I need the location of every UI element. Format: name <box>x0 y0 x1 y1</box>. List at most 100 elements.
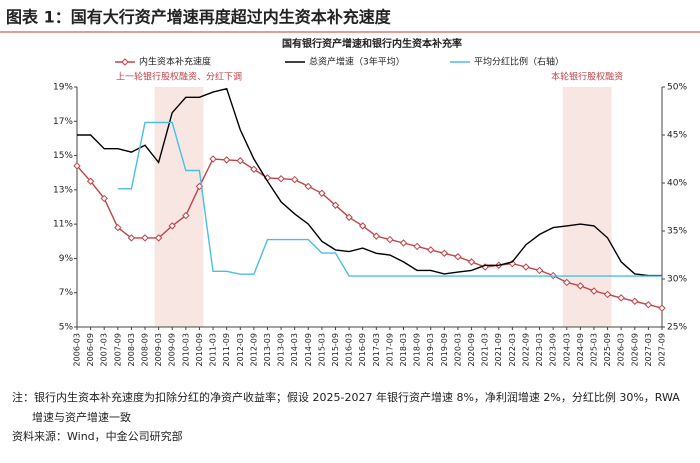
x-tick-label: 2025-03 <box>589 333 598 366</box>
x-tick-label: 2012-03 <box>236 333 245 366</box>
shaded-range <box>154 87 204 327</box>
marker <box>427 246 435 254</box>
x-tick-label: 2006-09 <box>86 333 95 366</box>
marker <box>141 234 149 242</box>
marker <box>535 266 544 275</box>
marker <box>644 301 653 309</box>
x-tick-label: 2022-03 <box>508 333 517 366</box>
shaded-range <box>562 87 612 327</box>
x-tick-label: 2013-03 <box>263 333 272 366</box>
marker <box>318 189 326 197</box>
x-tick-label: 2007-03 <box>100 333 109 366</box>
y-tick-label: 5% <box>59 323 74 333</box>
x-tick-label: 2023-03 <box>535 333 544 366</box>
x-tick-label: 2027-09 <box>658 333 667 366</box>
note: 注：银行内生资本补充速度为扣除分红的净资产收益率；假设 2025-2027 年银… <box>12 390 680 404</box>
x-tick-label: 2026-03 <box>617 333 626 366</box>
legend-label: 平均分红比例（右轴） <box>474 56 564 68</box>
x-tick-label: 2009-09 <box>168 333 177 366</box>
x-tick-label: 2015-09 <box>331 333 340 366</box>
marker <box>399 239 408 247</box>
x-tick-label: 2011-09 <box>222 333 231 366</box>
marker <box>631 297 639 305</box>
x-tick-label: 2015-03 <box>317 333 326 366</box>
marker <box>127 234 136 242</box>
x-tick-label: 2024-03 <box>562 333 571 366</box>
marker <box>603 290 612 299</box>
marker <box>345 213 353 221</box>
marker <box>372 232 381 240</box>
marker <box>304 182 312 191</box>
x-tick-label: 2024-09 <box>576 333 585 366</box>
x-tick-label: 2010-09 <box>195 333 204 366</box>
x-tick-label: 2007-09 <box>113 333 122 366</box>
y2-tick-label: 45% <box>667 131 687 141</box>
x-tick-label: 2011-03 <box>209 333 218 366</box>
x-tick-label: 2020-03 <box>453 333 462 366</box>
x-tick-label: 2014-09 <box>304 333 313 366</box>
y-tick-label: 11% <box>53 220 73 230</box>
marker <box>182 211 190 220</box>
x-tick-label: 2026-09 <box>630 333 639 366</box>
y2-tick-label: 40% <box>667 179 687 189</box>
marker <box>358 222 367 230</box>
x-tick-label: 2016-03 <box>345 333 354 366</box>
marker <box>277 175 285 183</box>
y-tick-label: 19% <box>53 83 73 93</box>
legend-label: 内生资本补充速度 <box>139 56 211 68</box>
x-tick-label: 2008-09 <box>141 333 150 366</box>
x-tick-label: 2009-03 <box>154 333 163 366</box>
x-tick-label: 2027-03 <box>644 333 653 366</box>
legend-label: 总资产增速（3年平均） <box>309 56 405 68</box>
marker <box>454 253 462 261</box>
series-line <box>77 87 662 277</box>
marker <box>86 177 95 185</box>
x-tick-label: 2021-09 <box>494 333 503 366</box>
x-tick-label: 2008-03 <box>127 333 136 366</box>
x-tick-label: 2017-03 <box>372 333 381 366</box>
x-tick-label: 2010-03 <box>181 333 190 366</box>
x-tick-label: 2012-09 <box>249 333 258 366</box>
marker <box>467 258 476 266</box>
marker <box>386 235 394 244</box>
y-tick-label: 15% <box>53 151 73 161</box>
x-tick-label: 2018-03 <box>399 333 408 366</box>
marker <box>154 234 163 242</box>
marker <box>73 162 81 170</box>
x-tick-label: 2021-03 <box>481 333 490 366</box>
x-tick-label: 2023-09 <box>549 333 558 366</box>
marker <box>576 282 585 290</box>
marker <box>658 304 666 312</box>
y2-tick-label: 35% <box>667 227 687 237</box>
y-tick-label: 17% <box>53 117 73 127</box>
marker <box>617 294 625 302</box>
series-line <box>117 121 662 277</box>
marker <box>114 223 122 232</box>
x-tick-label: 2019-09 <box>440 333 449 366</box>
marker <box>440 249 449 257</box>
annotation: 上一轮银行股权融资、分红下调 <box>116 71 242 83</box>
y2-tick-label: 25% <box>667 323 687 333</box>
x-tick-label: 2016-09 <box>358 333 367 366</box>
x-tick-label: 2025-09 <box>603 333 612 366</box>
x-tick-label: 2019-03 <box>426 333 435 366</box>
x-tick-label: 2006-03 <box>73 333 82 366</box>
source: 资料来源：Wind，中金公司研究部 <box>12 429 183 443</box>
x-tick-label: 2020-09 <box>467 333 476 366</box>
y-tick-label: 9% <box>59 254 74 264</box>
marker <box>290 175 299 184</box>
marker <box>590 287 598 295</box>
x-tick-label: 2018-09 <box>413 333 422 366</box>
y-tick-label: 7% <box>59 288 74 298</box>
note: 增速与资产增速一致 <box>32 410 131 424</box>
marker <box>331 201 340 209</box>
y2-tick-label: 50% <box>667 83 687 93</box>
marker <box>522 263 530 271</box>
x-tick-label: 2017-09 <box>385 333 394 366</box>
y2-tick-label: 30% <box>667 275 687 285</box>
marker <box>168 222 176 230</box>
chart-title: 国有银行资产增速和银行内生资本补充率 <box>282 37 462 50</box>
y-tick-label: 13% <box>53 185 73 195</box>
marker <box>222 156 231 164</box>
